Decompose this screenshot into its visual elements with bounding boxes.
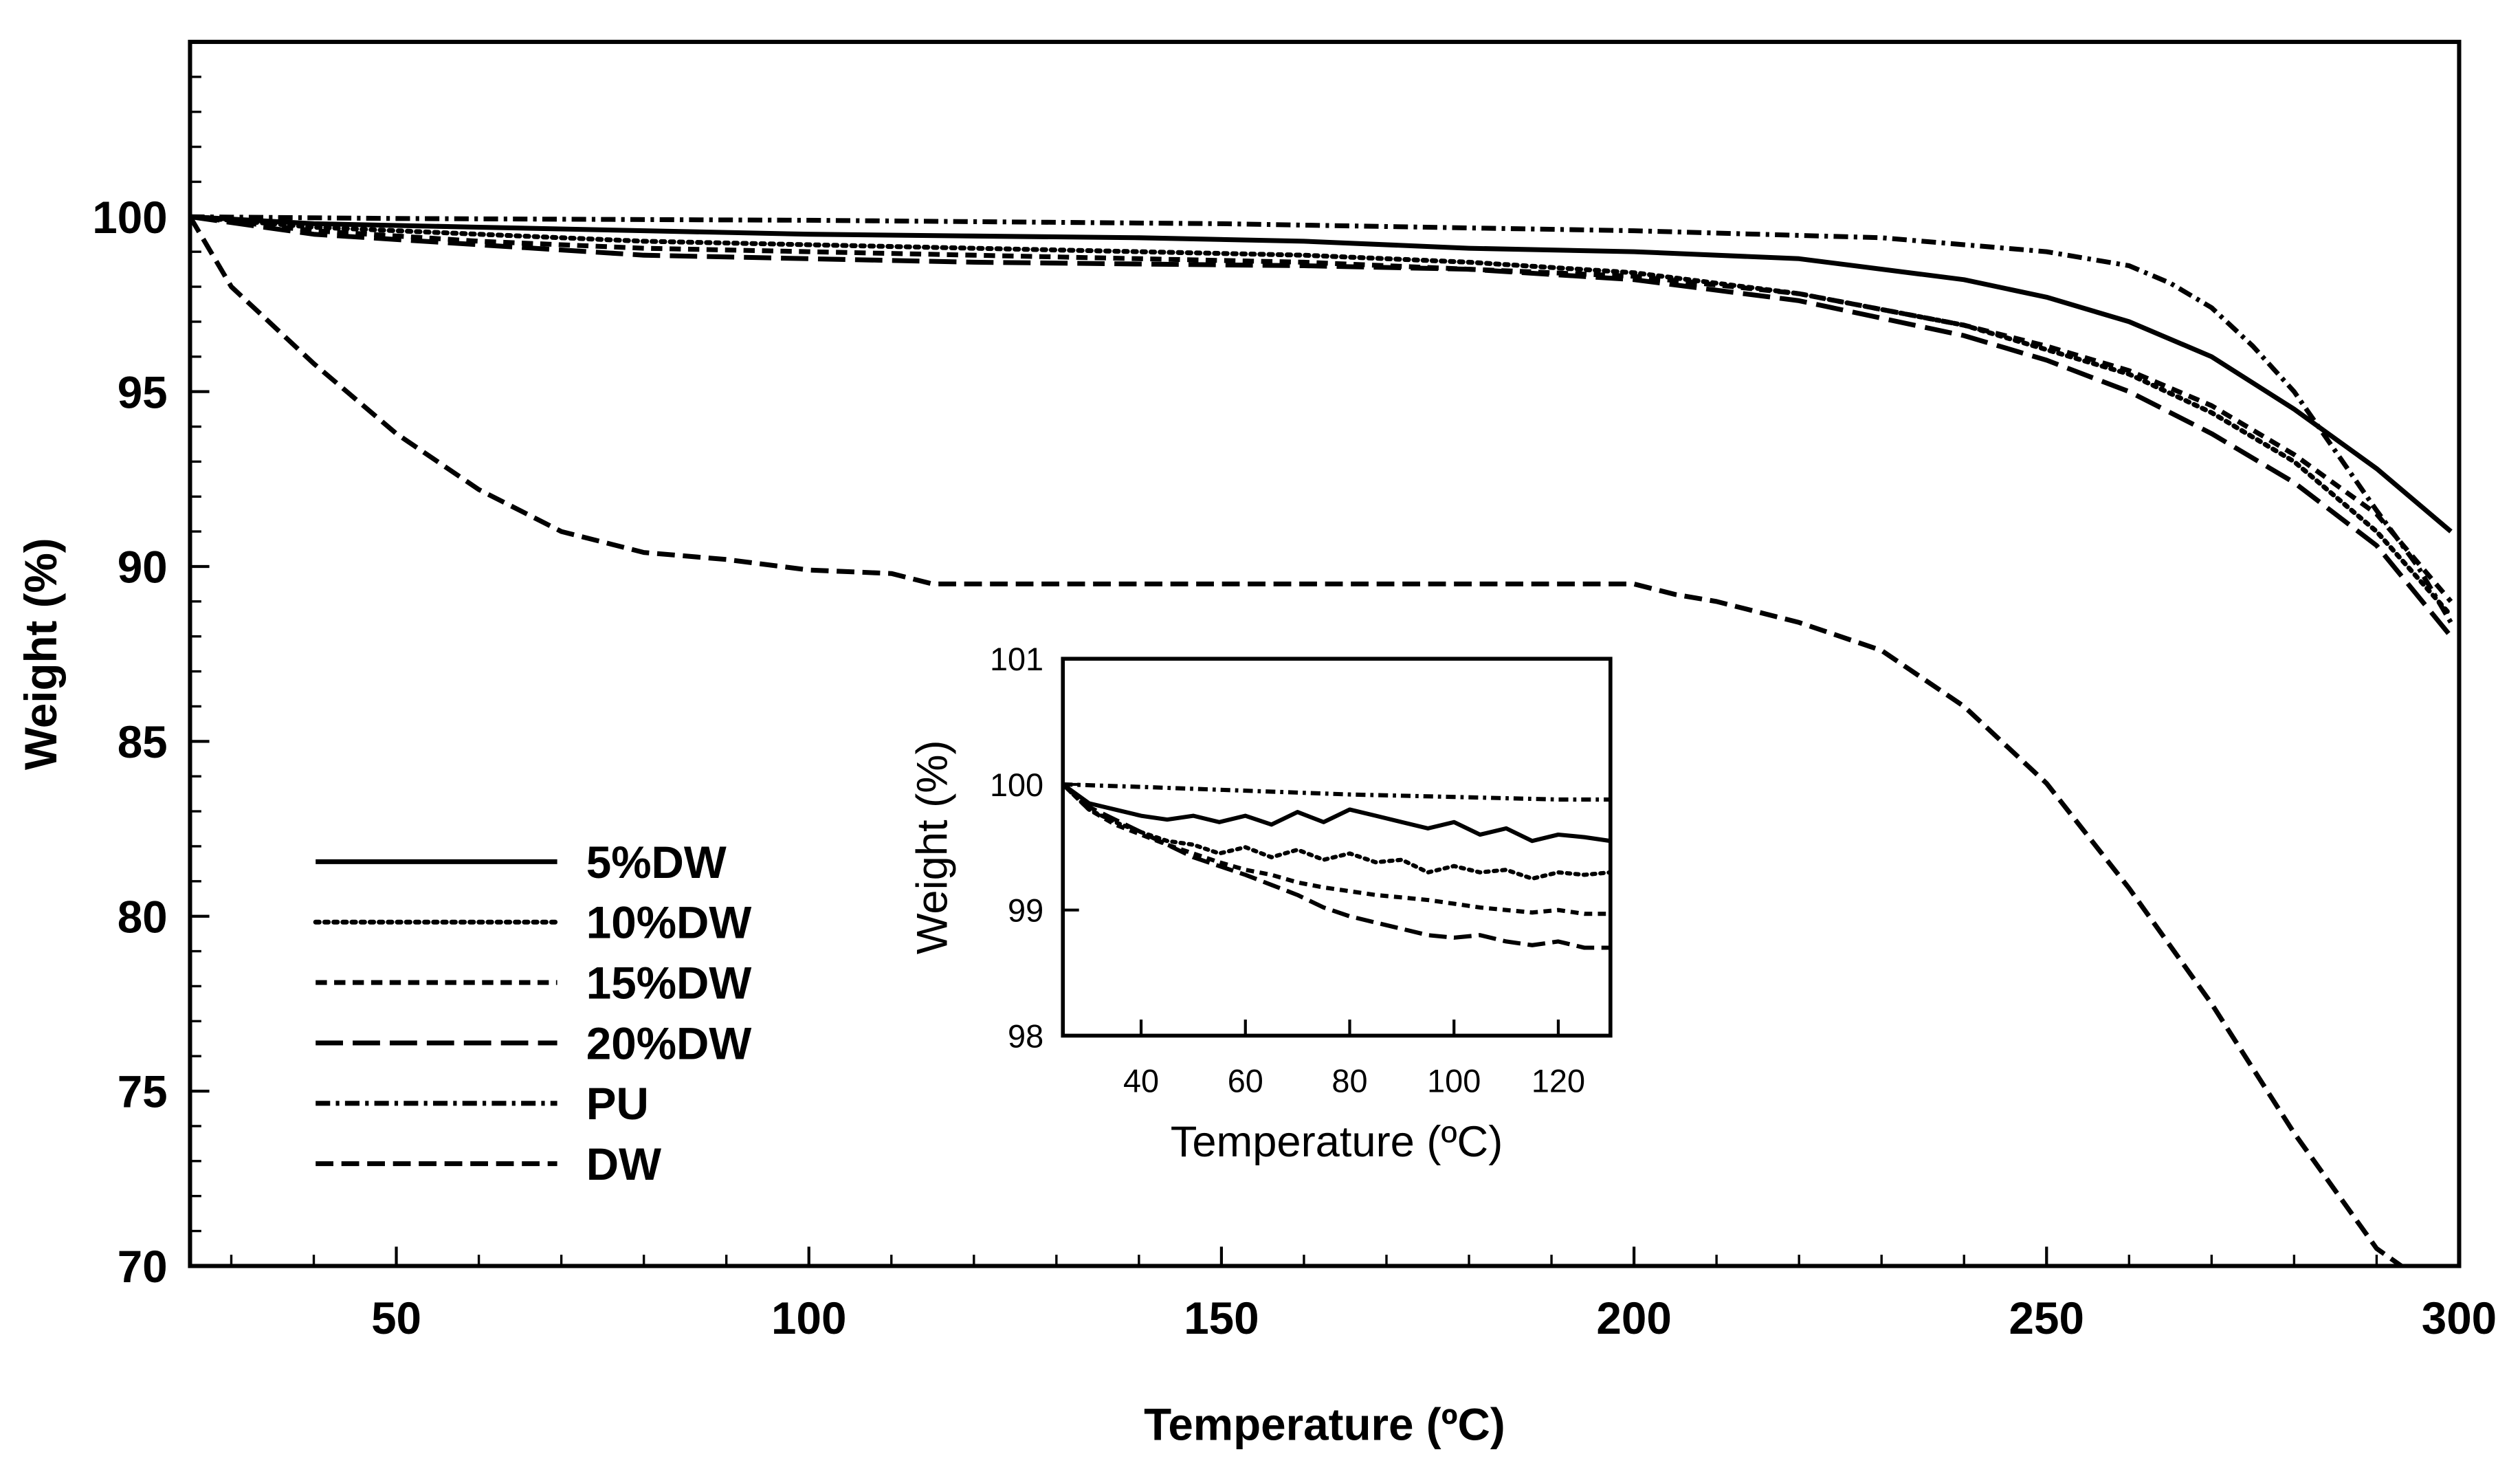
main-series-pu <box>190 214 2453 624</box>
main-series-5pctdw <box>190 214 2453 534</box>
legend-label-5pctdw: 5%DW <box>586 837 727 888</box>
inset-series-20pctdw <box>1063 782 1611 950</box>
inset-series-10pctdw <box>1063 782 1611 881</box>
main-frame <box>188 39 2462 1268</box>
main-y-tick-label-95: 95 <box>118 367 168 417</box>
main-series-group <box>190 214 2454 1266</box>
legend-label-20pctdw: 20%DW <box>586 1018 752 1068</box>
legend-label-pu: PU <box>586 1079 649 1129</box>
main-x-tick-label-100: 100 <box>771 1293 846 1343</box>
inset-y-tick-label-98: 98 <box>1008 1018 1043 1054</box>
main-series-15pctdw <box>190 214 2453 604</box>
legend-label-15pctdw: 15%DW <box>586 958 752 1009</box>
main-series-dw <box>190 215 2406 1266</box>
inset-y-tick-label-100: 100 <box>990 767 1043 803</box>
inset-series-group <box>1063 782 1611 950</box>
main-y-tick-label-100: 100 <box>92 192 167 243</box>
inset-series-15pctdw <box>1063 782 1611 916</box>
main-x-tick-label-250: 250 <box>2009 1293 2084 1343</box>
main-x-tick-label-200: 200 <box>1596 1293 1671 1343</box>
main-x-axis-title: Temperature (ºC) <box>1144 1399 1505 1449</box>
legend-label-dw: DW <box>586 1139 661 1189</box>
legend-label-10pctdw: 10%DW <box>586 898 752 948</box>
main-x-tick-label-150: 150 <box>1184 1293 1259 1343</box>
inset-series-5pctdw <box>1063 782 1611 844</box>
inset-x-tick-label-80: 80 <box>1331 1063 1367 1099</box>
main-chart: 50 100 150 200 250 300 70 75 80 85 90 95 100 Temperat… <box>16 39 2497 1449</box>
inset-y-axis-title: Weight (%) <box>909 740 957 954</box>
main-x-tick-label-50: 50 <box>371 1293 421 1343</box>
main-y-tick-label-90: 90 <box>118 542 168 593</box>
main-y-tick-label-80: 80 <box>118 892 168 942</box>
main-series-10pctdw <box>190 214 2454 618</box>
inset-y-tick-label-101: 101 <box>990 641 1043 677</box>
inset-x-tick-label-40: 40 <box>1123 1063 1159 1099</box>
main-y-tick-label-75: 75 <box>118 1067 168 1117</box>
main-x-tick-label-300: 300 <box>2422 1293 2497 1343</box>
main-y-tick-label-85: 85 <box>118 717 168 767</box>
inset-y-tick-label-99: 99 <box>1008 893 1043 929</box>
inset-chart: 40 60 80 100 120 98 99 100 101 Temperature (ºC) We… <box>909 641 1613 1166</box>
inset-series-pu <box>1063 782 1611 802</box>
inset-x-tick-label-60: 60 <box>1228 1063 1263 1099</box>
inset-x-tick-label-120: 120 <box>1532 1063 1585 1099</box>
main-y-tick-label-70: 70 <box>118 1242 168 1292</box>
main-y-axis-title: Weight (%) <box>16 538 66 770</box>
legend: 5%DW 10%DW 15%DW 20%DW PU DW <box>313 837 752 1189</box>
inset-x-tick-label-100: 100 <box>1427 1063 1481 1099</box>
inset-frame <box>1061 657 1613 1038</box>
main-series-20pctdw <box>190 214 2453 638</box>
inset-x-axis-title: Temperature (ºC) <box>1171 1118 1503 1166</box>
